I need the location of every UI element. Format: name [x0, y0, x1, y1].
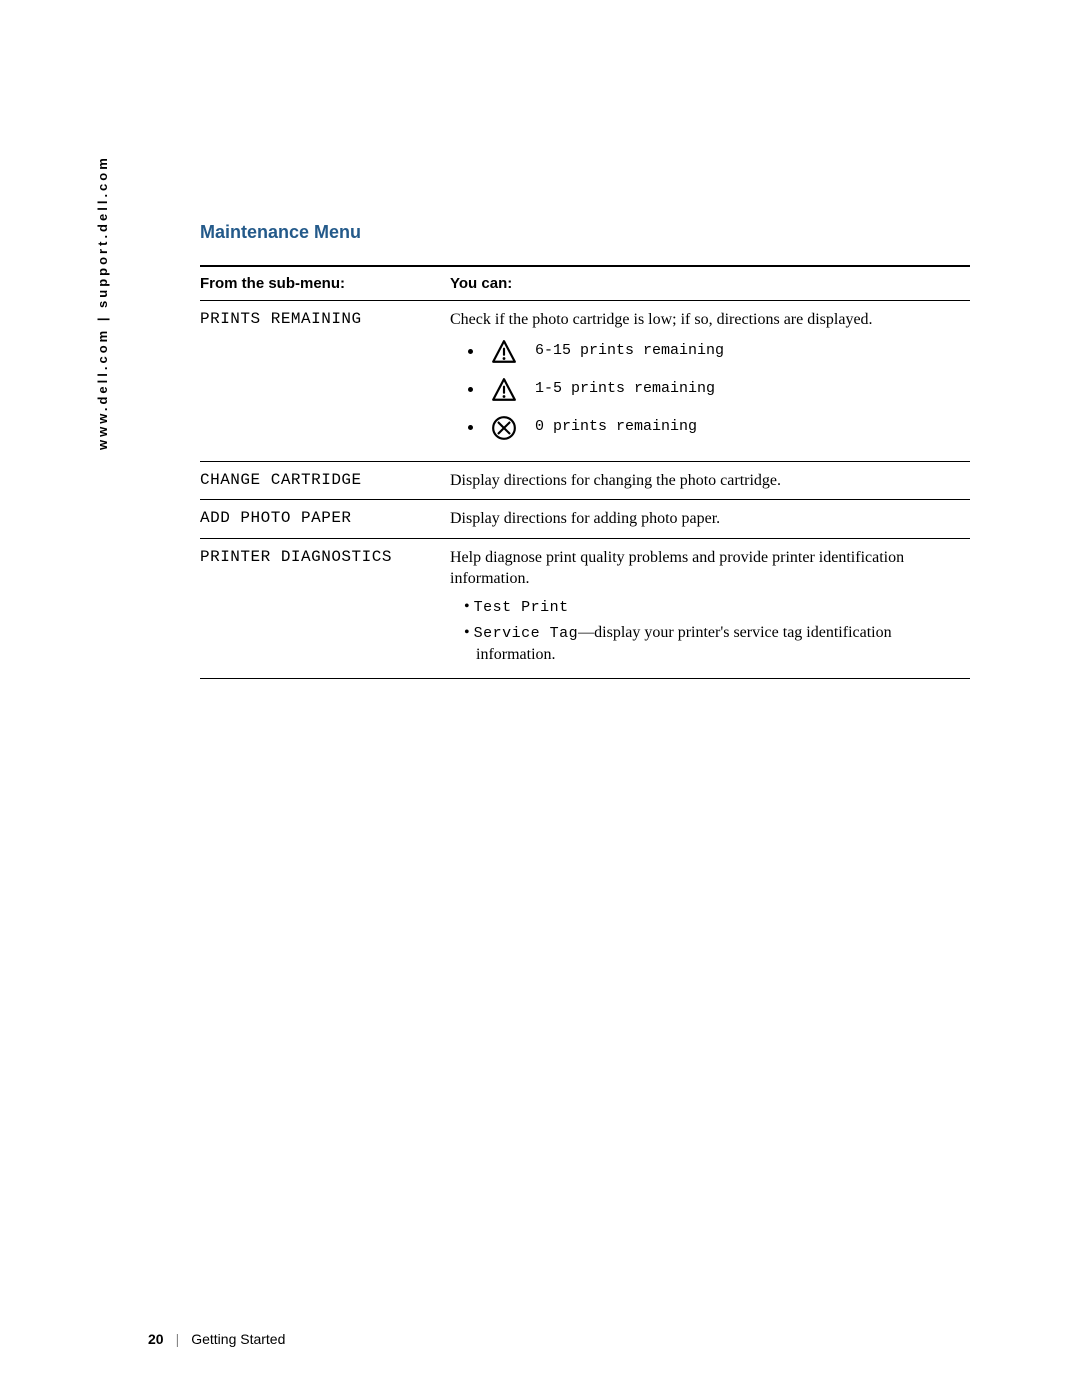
bullet-dot [468, 349, 473, 354]
circle-x-icon [491, 415, 517, 441]
list-item: 6-15 prints remaining [468, 339, 962, 365]
list-item: Test Print [464, 596, 962, 618]
plain-list: Test Print Service Tag—display your prin… [450, 596, 962, 666]
desc-text: Check if the photo cartridge is low; if … [450, 311, 873, 328]
footer-separator: | [176, 1331, 180, 1347]
table-header-col1: From the sub-menu: [200, 266, 450, 301]
side-url-text: www.dell.com | support.dell.com [95, 155, 110, 450]
content-area: Maintenance Menu From the sub-menu: You … [200, 222, 970, 679]
page: www.dell.com | support.dell.com Maintena… [0, 0, 1080, 1397]
mono-term: Test Print [474, 599, 569, 616]
submenu-name: CHANGE CARTRIDGE [200, 461, 450, 500]
submenu-desc: Display directions for adding photo pape… [450, 500, 970, 539]
list-item: Service Tag—display your printer's servi… [464, 622, 962, 666]
table-row: ADD PHOTO PAPER Display directions for a… [200, 500, 970, 539]
list-item: 1-5 prints remaining [468, 377, 962, 403]
warning-triangle-icon [491, 377, 517, 403]
icon-item-label: 0 prints remaining [535, 417, 697, 437]
submenu-name: PRINTS REMAINING [200, 301, 450, 462]
desc-text: Help diagnose print quality problems and… [450, 549, 904, 588]
submenu-desc: Display directions for changing the phot… [450, 461, 970, 500]
list-item: 0 prints remaining [468, 415, 962, 441]
submenu-desc: Help diagnose print quality problems and… [450, 538, 970, 678]
section-title: Maintenance Menu [200, 222, 970, 243]
page-footer: 20 | Getting Started [148, 1331, 285, 1347]
icon-item-label: 6-15 prints remaining [535, 341, 724, 361]
maintenance-table: From the sub-menu: You can: PRINTS REMAI… [200, 265, 970, 679]
page-number: 20 [148, 1331, 164, 1347]
mono-term: Service Tag [474, 625, 579, 642]
table-row: PRINTER DIAGNOSTICS Help diagnose print … [200, 538, 970, 678]
warning-triangle-icon [491, 339, 517, 365]
table-header-col2: You can: [450, 266, 970, 301]
submenu-name: ADD PHOTO PAPER [200, 500, 450, 539]
bullet-dot [468, 425, 473, 430]
footer-section: Getting Started [191, 1331, 285, 1347]
bullet-dot [468, 387, 473, 392]
submenu-name: PRINTER DIAGNOSTICS [200, 538, 450, 678]
table-row: PRINTS REMAINING Check if the photo cart… [200, 301, 970, 462]
icon-item-label: 1-5 prints remaining [535, 379, 715, 399]
table-row: CHANGE CARTRIDGE Display directions for … [200, 461, 970, 500]
icon-list: 6-15 prints remaining 1-5 prints remaini… [450, 339, 962, 441]
submenu-desc: Check if the photo cartridge is low; if … [450, 301, 970, 462]
